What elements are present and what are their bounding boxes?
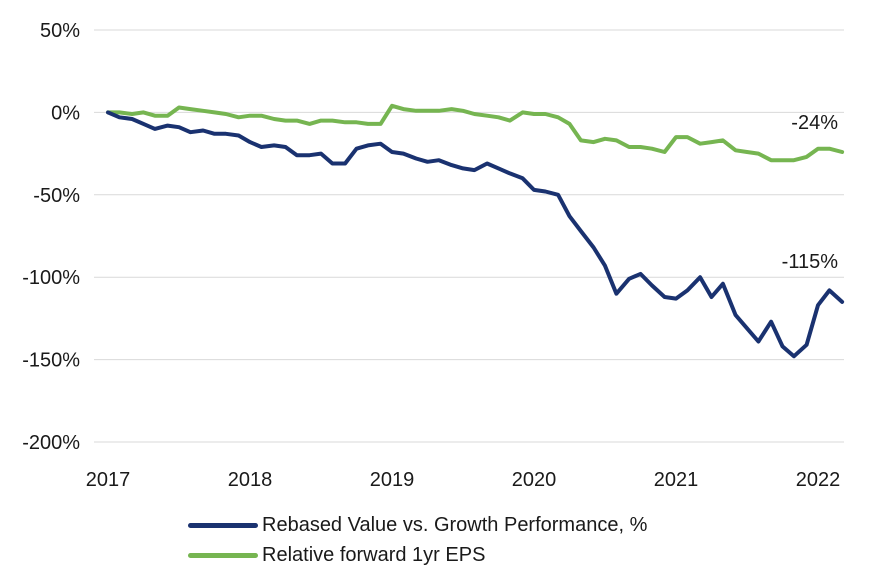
y-tick-label: -150% [22,350,80,372]
x-tick-label: 2017 [86,469,131,491]
x-tick-label: 2018 [228,469,273,491]
legend-label-value-vs-growth: Rebased Value vs. Growth Performance, % [262,513,648,536]
y-tick-label: 50% [40,20,80,42]
series-lines [106,103,845,359]
end-labels: -115% -24% [782,112,839,273]
legend: Rebased Value vs. Growth Performance, % … [188,510,647,570]
x-tick-label: 2022 [796,469,841,491]
legend-swatch-value-vs-growth [188,522,258,528]
series-line-value-vs-growth [106,110,845,359]
legend-item-value-vs-growth: Rebased Value vs. Growth Performance, % [188,510,647,540]
gridlines [94,29,844,443]
legend-swatch-relative-eps [188,552,258,558]
x-tick-label: 2019 [370,469,415,491]
end-label-value-vs-growth: -115% [782,251,839,273]
legend-item-relative-eps: Relative forward 1yr EPS [188,540,647,570]
y-tick-label: -50% [33,185,80,207]
x-tick-label: 2020 [512,469,557,491]
y-tick-label: -200% [22,432,80,454]
x-tick-label: 2021 [654,469,699,491]
legend-label-relative-eps: Relative forward 1yr EPS [262,543,486,566]
y-axis-ticks: 50% 0% -50% -100% -150% -200% [22,20,80,454]
y-tick-label: -100% [22,267,80,289]
x-axis-ticks: 2017 2018 2019 2020 2021 2022 [86,469,841,491]
y-tick-label: 0% [51,102,80,124]
series-line-relative-eps [106,103,845,163]
end-label-relative-eps: -24% [791,112,838,134]
